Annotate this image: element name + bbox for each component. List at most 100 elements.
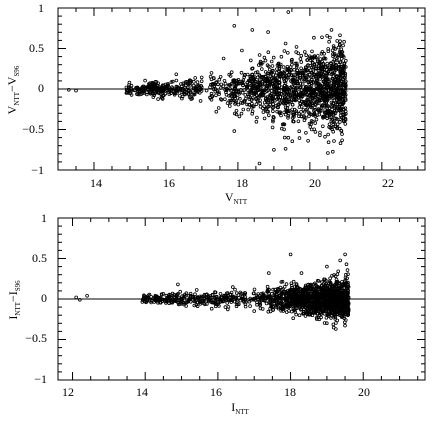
bottom-data-point <box>198 301 203 306</box>
bottom-data-point <box>344 302 348 307</box>
bottom-data-point <box>342 305 347 310</box>
top-data-point <box>260 82 265 86</box>
top-data-point <box>299 53 304 58</box>
top-ytick-label: 1 <box>38 1 44 15</box>
top-data-point <box>195 84 199 88</box>
bottom-data-point <box>164 299 169 304</box>
top-data-point <box>223 82 228 86</box>
top-data-point <box>246 88 250 93</box>
bottom-data-point <box>273 291 277 295</box>
top-data-point <box>204 88 209 93</box>
top-data-point <box>311 75 315 80</box>
top-data-point <box>188 81 192 86</box>
bottom-data-point <box>328 276 332 281</box>
top-data-point <box>326 132 331 137</box>
bottom-panel: 1 0.5 0 −0.5 −1 12 14 16 18 20 INTT INTT… <box>6 211 426 416</box>
top-data-point <box>262 100 267 105</box>
top-data-point <box>246 107 251 112</box>
bottom-data-point <box>226 307 230 312</box>
bottom-data-point <box>289 309 294 314</box>
top-data-point <box>341 92 346 97</box>
top-data-point <box>281 87 285 92</box>
top-data-point <box>341 65 346 70</box>
top-data-point <box>327 122 332 127</box>
top-xtick-label: 14 <box>90 176 102 190</box>
top-data-point <box>179 82 183 86</box>
top-data-point <box>325 72 330 76</box>
bottom-data-point <box>279 290 284 295</box>
top-data-point <box>256 97 260 102</box>
top-data-point <box>267 80 272 84</box>
top-data-point <box>251 96 255 100</box>
top-data-point <box>198 99 203 103</box>
bottom-data-point <box>259 296 263 301</box>
bottom-data-point <box>339 311 343 316</box>
top-data-point <box>299 105 304 109</box>
top-data-point <box>159 89 164 93</box>
bottom-data-point <box>293 304 298 308</box>
bottom-data-point <box>316 306 320 311</box>
top-data-point <box>299 60 304 64</box>
top-data-point <box>268 103 272 107</box>
top-data-point <box>279 126 284 131</box>
top-data-point <box>251 76 256 80</box>
top-data-point <box>188 80 193 84</box>
top-data-point <box>249 91 254 95</box>
top-data-point <box>318 77 323 81</box>
top-data-point <box>328 35 332 40</box>
bottom-data-point <box>322 281 326 285</box>
bottom-data-point <box>215 294 219 299</box>
top-data-point <box>308 63 313 68</box>
top-xlabel: VNTT <box>225 190 248 206</box>
bottom-data-point <box>331 322 336 327</box>
top-data-point <box>329 81 334 85</box>
bottom-data-point <box>313 304 317 309</box>
bottom-data-point <box>231 285 235 289</box>
top-data-point <box>333 47 338 51</box>
top-data-point <box>320 50 325 54</box>
top-data-point <box>258 61 263 65</box>
bottom-data-point <box>259 295 264 299</box>
bottom-data-point <box>292 287 297 292</box>
top-data-point <box>241 83 245 88</box>
bottom-data-point <box>333 298 337 303</box>
bottom-data-point <box>182 300 186 305</box>
top-data-point <box>300 99 304 104</box>
bottom-ytick-label: 0 <box>41 291 47 305</box>
top-data-point <box>265 71 270 75</box>
bottom-data-point <box>305 300 310 304</box>
top-data-point <box>274 78 278 83</box>
bottom-data-point <box>161 291 166 296</box>
top-data-point <box>296 119 301 124</box>
bottom-data-point <box>326 291 331 295</box>
top-data-point <box>305 93 310 97</box>
bottom-data-point <box>304 285 308 290</box>
bottom-data-point <box>314 300 319 305</box>
top-data-point <box>238 96 242 101</box>
top-data-point <box>331 101 335 106</box>
top-data-point <box>299 66 303 71</box>
bottom-data-point <box>329 294 334 298</box>
top-data-point <box>276 62 281 67</box>
top-data-point <box>286 10 291 14</box>
top-data-point <box>265 76 269 80</box>
top-data-point <box>258 59 263 64</box>
top-data-point <box>335 89 340 93</box>
top-data-point <box>332 53 337 57</box>
top-data-point <box>289 59 294 64</box>
bottom-data-point <box>323 294 328 299</box>
bottom-data-point <box>183 292 187 297</box>
top-data-point <box>308 58 313 62</box>
top-data-point <box>266 113 271 118</box>
top-data-point <box>305 103 309 107</box>
bottom-data-point <box>315 293 320 298</box>
top-data-point <box>246 92 250 96</box>
top-data-point <box>250 66 255 71</box>
top-data-point <box>325 82 330 87</box>
top-data-point <box>264 106 269 111</box>
top-data-point <box>270 106 275 110</box>
top-data-point <box>241 107 246 112</box>
bottom-xtick-label: 14 <box>136 385 148 399</box>
top-data-point <box>227 83 231 87</box>
top-data-point <box>265 100 270 105</box>
